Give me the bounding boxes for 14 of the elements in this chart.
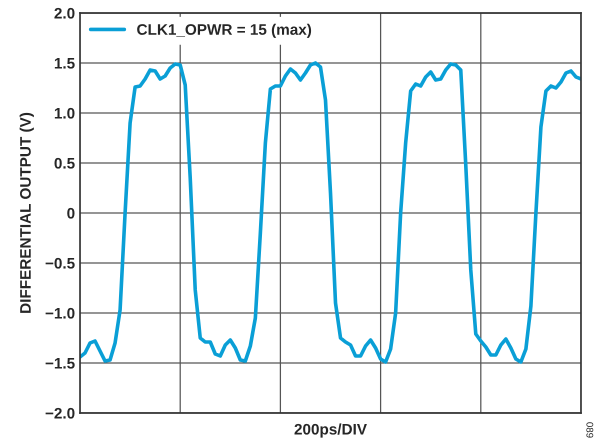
y-tick-label: 1.0	[54, 108, 75, 119]
legend-label: CLK1_OPWR = 15 (max)	[137, 24, 312, 38]
y-tick-label: −1.0	[46, 308, 75, 319]
y-tick-label: 2.0	[54, 8, 75, 19]
y-tick-label: 0.5	[54, 158, 75, 169]
y-tick-label: 0	[67, 208, 75, 219]
y-axis-title: DIFFERENTIAL OUTPUT (V)	[20, 112, 34, 313]
x-axis-title: 200ps/DIV	[294, 423, 367, 438]
y-tick-label: −0.5	[46, 258, 75, 269]
text: 089	[586, 422, 594, 438]
y-tick-label: −1.5	[46, 358, 75, 369]
y-tick-label: 1.5	[54, 58, 75, 69]
line-series	[80, 61, 581, 364]
y-tick-label: −2.0	[46, 408, 75, 419]
